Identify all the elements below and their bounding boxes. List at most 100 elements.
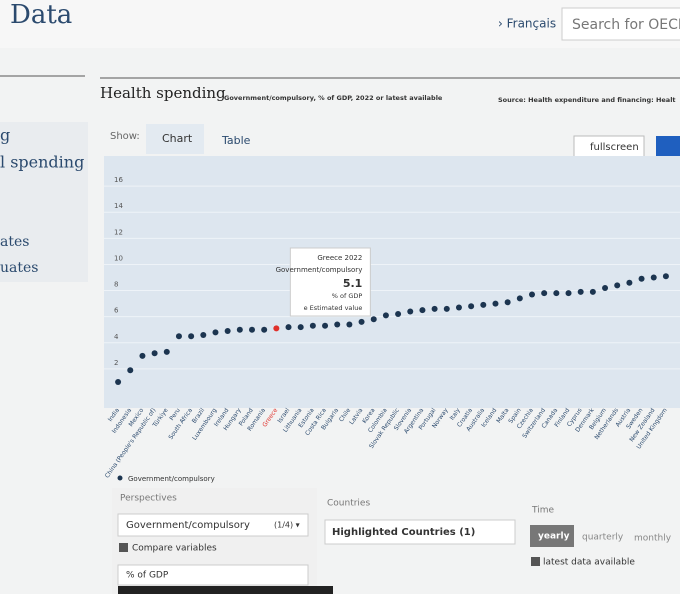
dot: [662, 273, 669, 280]
tooltip-value: 5.1: [343, 277, 363, 290]
dot: [577, 288, 584, 295]
dot: [309, 322, 316, 329]
y-tick-label: 6: [114, 307, 119, 315]
panel-subtitle: Government/compulsory, % of GDP, 2022 or…: [224, 94, 443, 102]
checkbox-label[interactable]: latest data available: [543, 558, 635, 568]
plot-area: [104, 156, 680, 408]
site-title: Data: [10, 0, 72, 30]
tooltip: [289, 247, 371, 317]
panel-source: Source: Health expenditure and financing…: [498, 96, 676, 104]
fullscreen-label[interactable]: fullscreen: [590, 142, 639, 153]
dot: [249, 326, 255, 333]
dot: [565, 290, 572, 297]
time-option[interactable]: yearly: [538, 532, 570, 542]
dot: [175, 333, 182, 340]
dot: [382, 312, 389, 319]
dot: [358, 318, 365, 325]
dot: [516, 295, 523, 302]
dot: [224, 328, 231, 335]
tab[interactable]: Table: [221, 134, 251, 147]
countries-select[interactable]: [324, 519, 516, 545]
dot: [553, 290, 560, 297]
checkbox-label[interactable]: Compare variables: [132, 544, 217, 554]
dot: [529, 291, 535, 298]
tooltip-unit: % of GDP: [332, 292, 363, 300]
legend-label: Government/compulsory: [128, 475, 215, 483]
perspective-select[interactable]: [117, 513, 309, 537]
dot: [395, 311, 402, 318]
dot: [273, 325, 280, 332]
control-label: Time: [531, 506, 554, 516]
unit-value[interactable]: % of GDP: [126, 571, 169, 581]
dot: [468, 303, 475, 310]
time-option-active[interactable]: [530, 525, 574, 547]
sidebar-item[interactable]: l spending: [0, 153, 84, 172]
control-label: Countries: [327, 499, 370, 509]
sidebar-item[interactable]: g: [0, 126, 10, 145]
sidebar-item[interactable]: ates: [0, 234, 29, 250]
x-tick-label: Latvia: [348, 407, 364, 426]
y-tick-label: 2: [114, 359, 118, 367]
dot: [370, 316, 377, 323]
sidebar-item[interactable]: uates: [0, 260, 38, 276]
language-link[interactable]: › Français: [498, 17, 556, 31]
search-placeholder[interactable]: Search for OECD: [572, 17, 680, 33]
time-option[interactable]: monthly: [634, 534, 672, 544]
search-box[interactable]: [561, 7, 680, 41]
dot: [602, 284, 609, 291]
dot: [127, 367, 134, 374]
dot: [236, 326, 243, 333]
dot: [492, 300, 499, 307]
checkbox[interactable]: [531, 557, 540, 566]
dot: [163, 348, 170, 355]
countries-value[interactable]: Highlighted Countries (1): [332, 527, 475, 538]
dot: [443, 305, 450, 312]
dot: [261, 326, 268, 333]
dot: [297, 324, 304, 331]
tab[interactable]: Chart: [162, 132, 193, 145]
y-tick-label: 4: [114, 333, 119, 341]
bar: [118, 586, 333, 594]
legend-marker: [117, 475, 123, 481]
dot: [200, 331, 207, 338]
time-option[interactable]: quarterly: [582, 533, 624, 543]
y-tick-label: 8: [114, 281, 118, 289]
tab-active[interactable]: [146, 124, 204, 154]
dot: [212, 329, 219, 336]
tooltip-title: Greece 2022: [317, 254, 362, 262]
dot: [614, 282, 621, 289]
checkbox[interactable]: [119, 543, 128, 552]
panel-title: Health spending: [100, 84, 226, 102]
dot: [480, 301, 487, 308]
dot: [322, 322, 329, 329]
dot: [407, 308, 414, 315]
dot: [455, 304, 462, 311]
control-label: Perspectives: [120, 494, 177, 504]
dot: [650, 274, 657, 281]
unit-select[interactable]: [117, 564, 309, 586]
dot: [346, 321, 353, 328]
dot: [541, 290, 548, 297]
show-label: Show:: [110, 131, 140, 142]
dot: [115, 378, 122, 385]
dot: [419, 307, 426, 314]
dot: [504, 299, 511, 306]
tooltip-measure: Government/compulsory: [276, 266, 363, 274]
tooltip-note: e Estimated value: [304, 304, 363, 312]
y-tick-label: 10: [114, 254, 123, 262]
dot: [431, 305, 438, 312]
dot: [626, 279, 633, 286]
y-tick-label: 12: [114, 228, 123, 236]
pin-button[interactable]: [656, 136, 680, 158]
y-tick-label: 14: [114, 202, 123, 210]
dot: [334, 321, 341, 328]
y-tick-label: 16: [114, 176, 123, 184]
perspective-count[interactable]: (1/4) ▾: [274, 521, 300, 530]
dot: [589, 288, 596, 295]
dot: [139, 352, 146, 359]
perspective-value[interactable]: Government/compulsory: [126, 520, 250, 531]
dot: [638, 275, 645, 282]
dot: [285, 324, 292, 331]
dot: [188, 333, 195, 340]
